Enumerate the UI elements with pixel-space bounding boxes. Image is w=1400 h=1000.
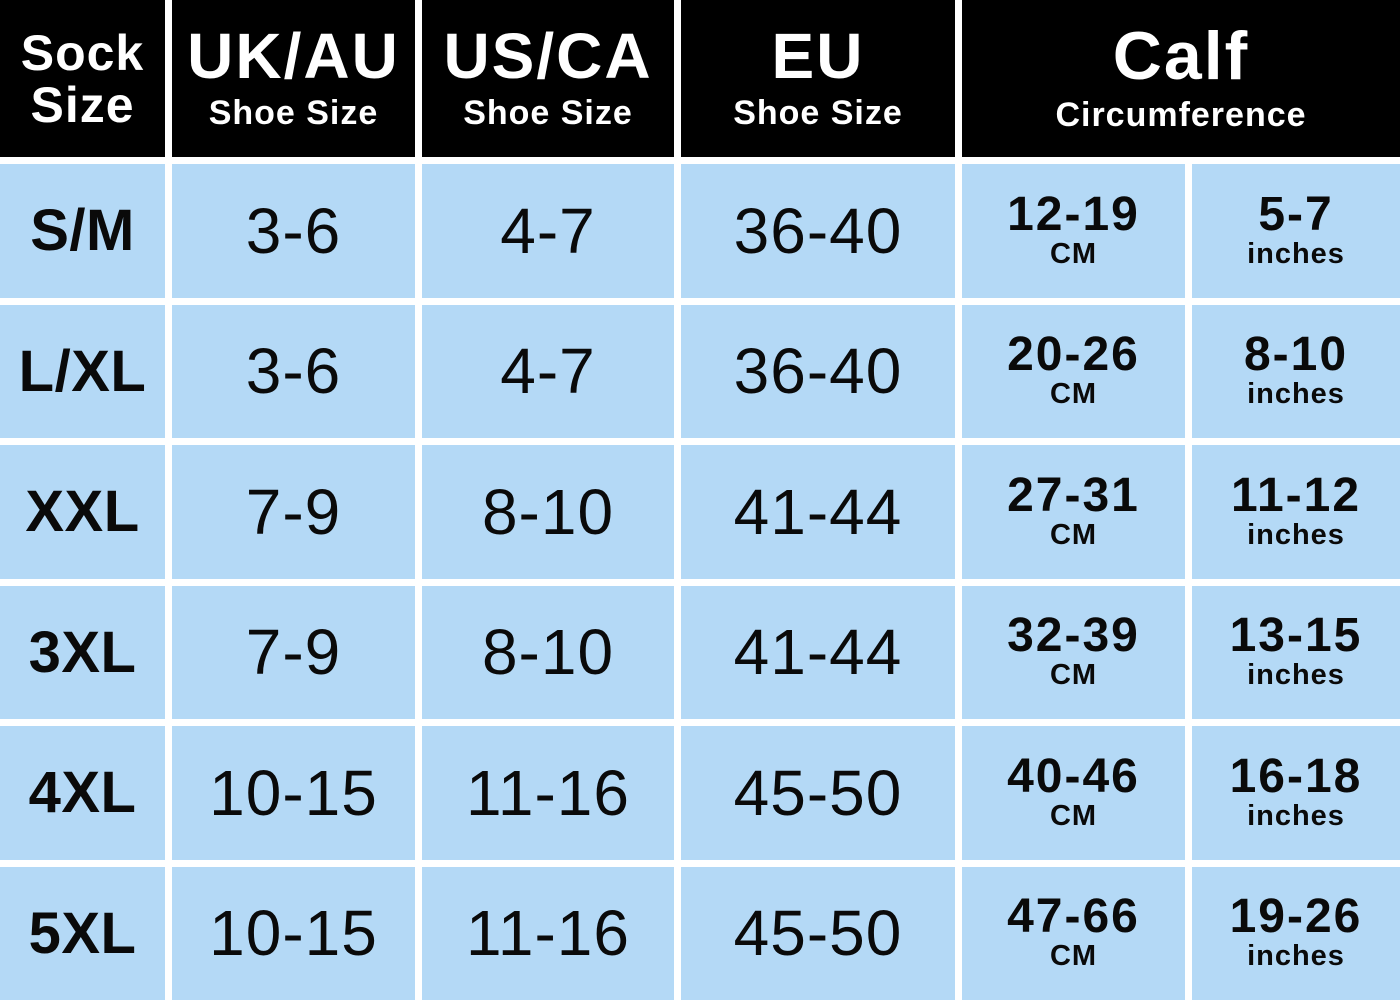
calf-cm-value: 12-19 (1007, 187, 1140, 241)
calf-cm-unit: CM (1049, 940, 1098, 973)
calf-inches-value: 16-18 (1229, 749, 1363, 803)
cell-calf-cm-lxl: 20-26 CM (962, 304, 1185, 438)
cell-eu-sm: 36-40 (681, 164, 955, 298)
cell-usca-xxl: 8-10 (422, 445, 674, 579)
calf-cm-unit: CM (1049, 799, 1098, 832)
calf-cm-unit: CM (1049, 378, 1098, 411)
header-eu-subtitle: Shoe Size (733, 93, 903, 132)
header-uk-au-title: UK/AU (187, 19, 400, 92)
row-label-sm: S/M (0, 164, 165, 298)
calf-inches-value: 19-26 (1229, 890, 1363, 944)
header-uk-au-subtitle: Shoe Size (208, 93, 379, 132)
row-label-xxl: XXL (0, 445, 165, 579)
cell-usca-5xl: 11-16 (422, 866, 674, 1000)
calf-cm-value: 47-66 (1007, 890, 1140, 944)
row-label-3xl: 3XL (0, 585, 165, 719)
calf-inches-value: 11-12 (1230, 468, 1362, 522)
cell-eu-xxl: 41-44 (681, 445, 955, 579)
cell-eu-3xl: 41-44 (681, 585, 955, 719)
calf-cm-unit: CM (1049, 659, 1098, 692)
cell-usca-lxl: 4-7 (422, 304, 674, 438)
cell-calf-inches-4xl: 16-18 inches (1192, 726, 1400, 860)
calf-cm-value: 32-39 (1007, 609, 1140, 663)
calf-inches-unit: inches (1247, 799, 1345, 832)
header-sock-size-line2: Size (30, 76, 135, 133)
cell-usca-3xl: 8-10 (422, 585, 674, 719)
header-us-ca-subtitle: Shoe Size (463, 93, 633, 132)
cell-eu-lxl: 36-40 (681, 304, 955, 438)
cell-calf-inches-3xl: 13-15 inches (1192, 585, 1400, 719)
header-eu: EU Shoe Size (681, 0, 955, 157)
cell-usca-sm: 4-7 (422, 164, 674, 298)
header-sock-size-line1: Sock (20, 24, 145, 81)
calf-cm-value: 27-31 (1007, 468, 1140, 522)
header-us-ca-title: US/CA (443, 19, 653, 92)
cell-usca-4xl: 11-16 (422, 726, 674, 860)
row-label-5xl: 5XL (0, 866, 165, 1000)
calf-inches-unit: inches (1247, 940, 1345, 973)
header-calf-title: Calf (1112, 17, 1250, 94)
header-eu-title: EU (771, 19, 865, 92)
cell-calf-inches-xxl: 11-12 inches (1192, 445, 1400, 579)
calf-cm-value: 40-46 (1007, 749, 1140, 803)
calf-inches-value: 13-15 (1229, 609, 1363, 663)
cell-calf-inches-lxl: 8-10 inches (1192, 304, 1400, 438)
header-sock-size: Sock Size (0, 0, 165, 157)
cell-eu-5xl: 45-50 (681, 866, 955, 1000)
cell-calf-inches-sm: 5-7 inches (1192, 164, 1400, 298)
cell-calf-cm-sm: 12-19 CM (962, 164, 1185, 298)
header-uk-au: UK/AU Shoe Size (172, 0, 415, 157)
calf-inches-unit: inches (1247, 518, 1345, 551)
cell-ukau-5xl: 10-15 (172, 866, 415, 1000)
cell-ukau-sm: 3-6 (172, 164, 415, 298)
cell-eu-4xl: 45-50 (681, 726, 955, 860)
cell-ukau-4xl: 10-15 (172, 726, 415, 860)
calf-cm-unit: CM (1049, 237, 1098, 270)
calf-inches-unit: inches (1247, 237, 1345, 270)
row-label-lxl: L/XL (0, 304, 165, 438)
calf-inches-unit: inches (1247, 378, 1345, 411)
cell-calf-cm-3xl: 32-39 CM (962, 585, 1185, 719)
cell-calf-cm-4xl: 40-46 CM (962, 726, 1185, 860)
cell-calf-cm-xxl: 27-31 CM (962, 445, 1185, 579)
cell-calf-inches-5xl: 19-26 inches (1192, 866, 1400, 1000)
cell-calf-cm-5xl: 47-66 CM (962, 866, 1185, 1000)
cell-ukau-3xl: 7-9 (172, 585, 415, 719)
row-label-4xl: 4XL (0, 726, 165, 860)
cell-ukau-lxl: 3-6 (172, 304, 415, 438)
calf-inches-value: 5-7 (1258, 187, 1334, 241)
header-calf-circumference: Calf Circumference (962, 0, 1400, 157)
calf-inches-unit: inches (1247, 659, 1345, 692)
header-calf-subtitle: Circumference (1055, 95, 1307, 134)
calf-cm-value: 20-26 (1007, 328, 1140, 382)
calf-inches-value: 8-10 (1243, 328, 1349, 382)
header-us-ca: US/CA Shoe Size (422, 0, 674, 157)
calf-cm-unit: CM (1049, 518, 1098, 551)
cell-ukau-xxl: 7-9 (172, 445, 415, 579)
